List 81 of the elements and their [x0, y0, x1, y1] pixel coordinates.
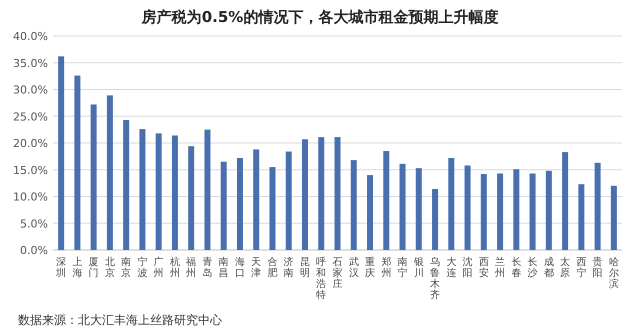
x-tick-label: 南宁 — [398, 256, 408, 279]
bar — [318, 137, 324, 250]
bar — [432, 189, 438, 250]
bar — [58, 56, 64, 250]
bar — [383, 151, 390, 250]
y-tick-label: 40.0% — [13, 30, 48, 43]
bar — [480, 174, 487, 250]
y-tick-label: 30.0% — [13, 84, 48, 96]
x-tick-label: 福州 — [186, 256, 196, 279]
x-tick-label: 西安 — [478, 257, 489, 279]
bar — [416, 168, 422, 250]
x-tick-label: 太原 — [560, 256, 570, 279]
y-tick-label: 10.0% — [13, 190, 48, 204]
bar — [497, 173, 504, 250]
y-tick-label: 25.0% — [13, 110, 48, 124]
x-tick-label: 南昌 — [218, 256, 229, 279]
x-tick-label: 宁波 — [137, 256, 148, 279]
bar — [546, 170, 552, 250]
x-tick-label: 兰州 — [495, 256, 506, 279]
x-tick-label: 厦门 — [88, 257, 99, 279]
x-tick-label: 贵阳 — [592, 256, 603, 279]
bar — [464, 165, 471, 250]
x-tick-label: 郑州 — [381, 256, 392, 279]
x-tick-label: 哈尔滨 — [608, 256, 619, 290]
bar — [334, 137, 340, 250]
bar — [286, 152, 292, 250]
x-tick-label: 杭州 — [168, 256, 180, 279]
y-tick-label: 20.0% — [13, 137, 48, 150]
x-tick-label: 合肥 — [267, 256, 278, 279]
x-tick-label: 南京 — [121, 256, 132, 279]
bar — [156, 133, 162, 250]
bar — [367, 175, 374, 250]
x-tick-label: 银川 — [412, 257, 424, 279]
y-tick-label: 15.0% — [13, 164, 48, 177]
bar — [220, 162, 227, 250]
bar — [253, 149, 260, 250]
bar — [269, 167, 276, 250]
bar — [90, 104, 97, 250]
x-tick-label: 沈阳 — [462, 256, 473, 279]
x-tick-label: 深圳 — [55, 256, 66, 279]
bar — [448, 158, 454, 250]
chart-title: 房产税为0.5%的情况下，各大城市租金预期上升幅度 — [140, 8, 498, 26]
bar — [610, 186, 617, 250]
x-tick-label: 重庆 — [365, 256, 376, 279]
bar — [188, 146, 194, 250]
bar — [139, 129, 146, 250]
x-tick-label: 上海 — [72, 256, 82, 279]
x-tick-label: 长春 — [511, 256, 522, 279]
y-tick-label: 35.0% — [13, 56, 48, 70]
bar — [236, 158, 243, 250]
bar — [530, 173, 536, 250]
x-tick-label: 天津 — [251, 257, 262, 279]
bar — [594, 162, 601, 250]
bar — [106, 95, 113, 250]
y-tick-label: 5.0% — [20, 217, 48, 230]
x-tick-label: 呼和浩特 — [316, 256, 326, 301]
x-tick-label: 成都 — [544, 256, 554, 279]
x-tick-label: 广州 — [154, 256, 164, 279]
bar — [513, 169, 520, 250]
bar — [123, 120, 130, 250]
bar — [562, 152, 568, 250]
bar — [302, 139, 308, 250]
bar — [350, 160, 357, 250]
x-tick-label: 济南 — [284, 256, 294, 279]
x-tick-label: 武汉 — [348, 256, 359, 279]
bar — [74, 76, 80, 250]
x-tick-label: 大连 — [446, 256, 456, 279]
bar — [578, 184, 584, 250]
x-tick-label: 长沙 — [528, 256, 538, 279]
x-tick-label: 乌鲁木齐 — [430, 256, 440, 301]
bar — [204, 130, 210, 250]
source-note: 数据来源：北大汇丰海上丝路研究中心 — [18, 313, 222, 327]
y-tick-label: 0.0% — [20, 244, 48, 257]
bar — [400, 164, 406, 250]
x-tick-label: 青岛 — [202, 256, 212, 279]
x-tick-label: 石家庄 — [332, 257, 342, 290]
x-tick-label: 西宁 — [576, 257, 586, 279]
x-tick-label: 海口 — [234, 256, 245, 279]
bar — [172, 136, 178, 250]
x-tick-label: 昆明 — [300, 257, 310, 279]
x-tick-label: 北京 — [104, 256, 115, 279]
